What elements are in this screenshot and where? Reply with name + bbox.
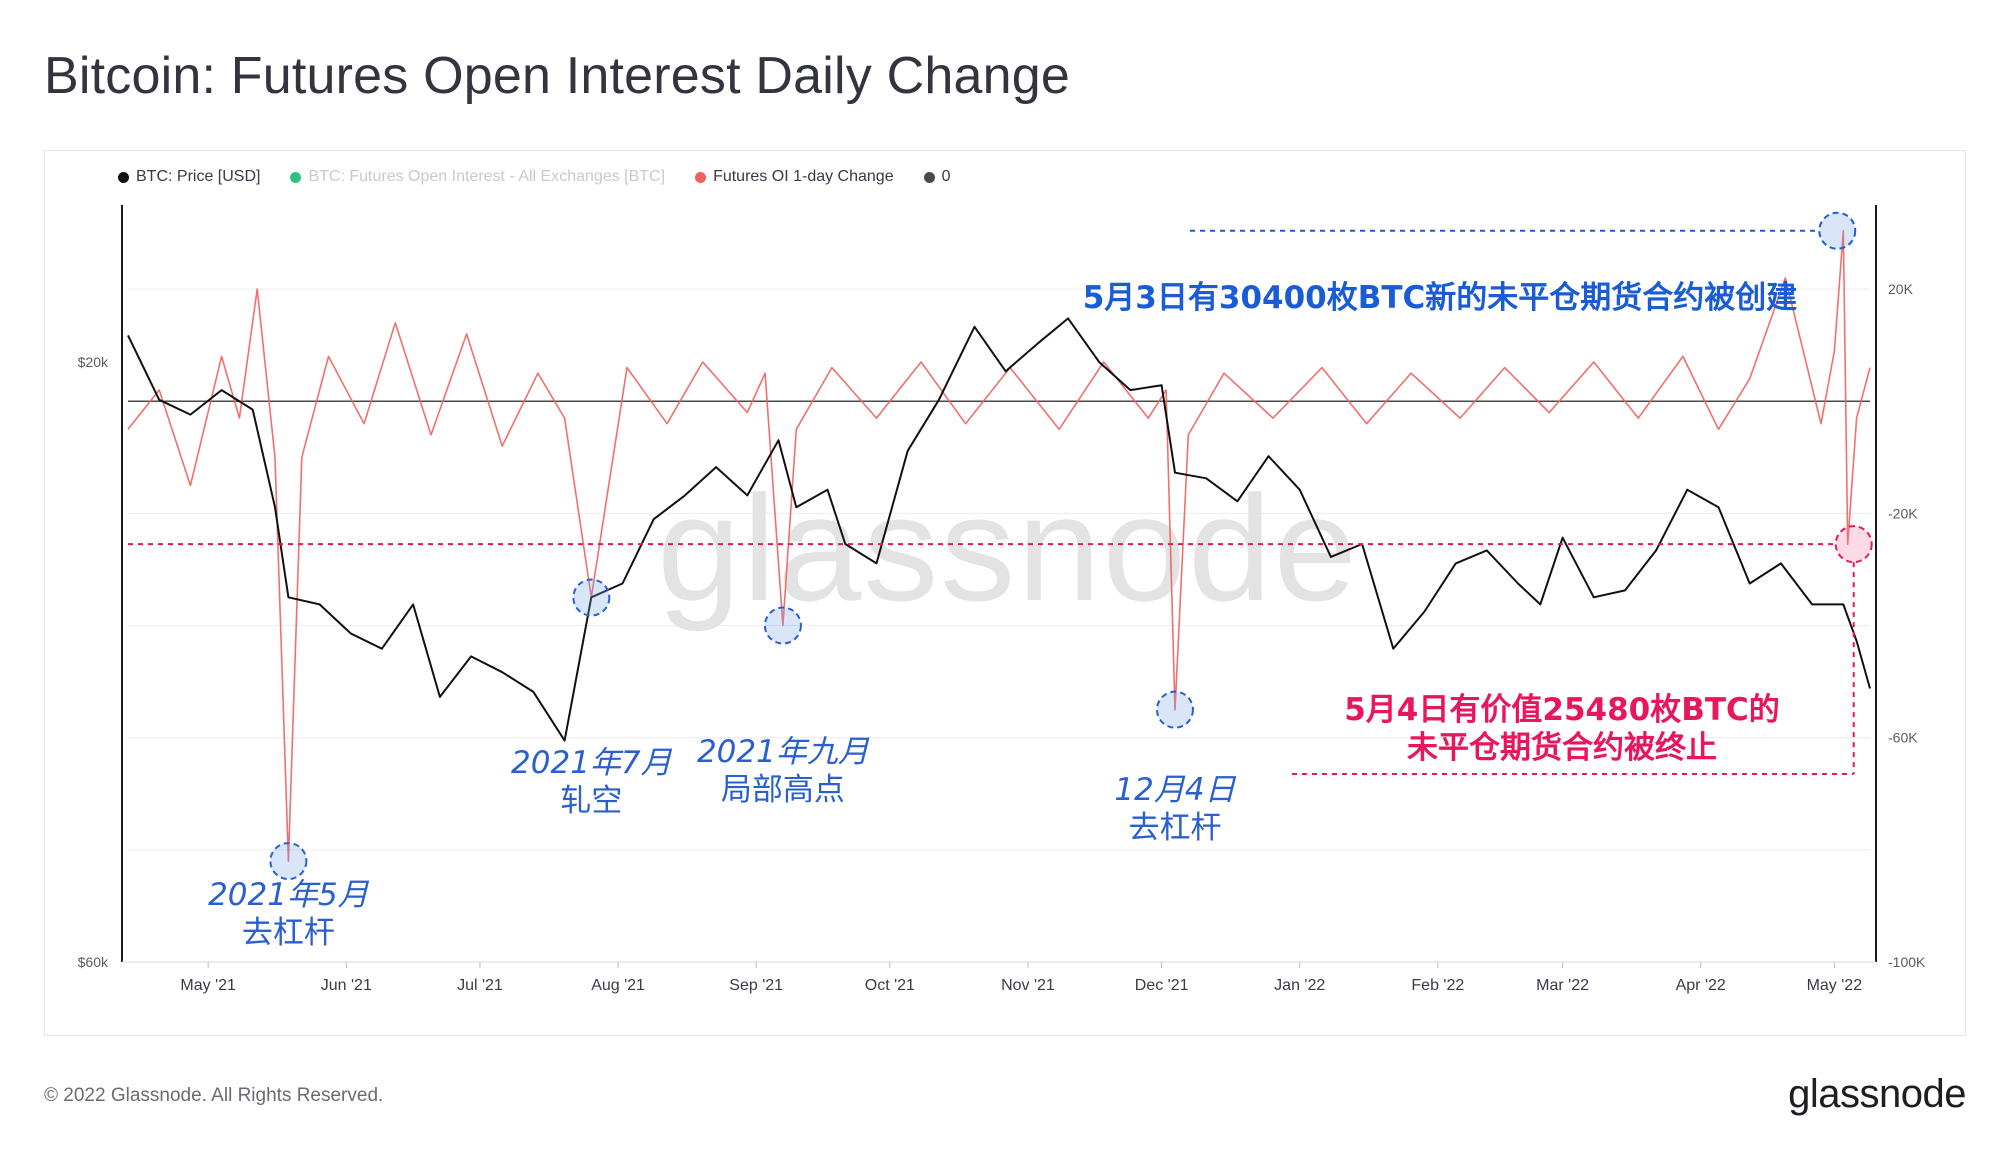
legend-dot-zero — [923, 171, 935, 183]
page-title: Bitcoin: Futures Open Interest Daily Cha… — [44, 47, 1071, 105]
annotation-text-termination: 5月4日有价值25480枚BTC的 — [1344, 692, 1780, 728]
legend-item-open-interest[interactable]: BTC: Futures Open Interest - All Exchang… — [290, 168, 665, 186]
annotation-text-2: 局部高点 — [721, 772, 845, 808]
x-tick-label: Apr '22 — [1676, 977, 1726, 994]
x-tick-label: Mar '22 — [1536, 977, 1589, 994]
series-line-price — [127, 317, 1871, 742]
x-tick-label: Jan '22 — [1274, 977, 1325, 994]
x-tick-label: Sep '21 — [729, 977, 783, 994]
x-tick-label: Oct '21 — [865, 977, 915, 994]
watermark-text: glassnode — [657, 464, 1359, 632]
annotation-text-1: 2021年7月 — [511, 745, 673, 781]
legend-label-zero: 0 — [941, 168, 951, 185]
annotation-circle-0 — [269, 842, 308, 881]
legend-dot-oi-change — [695, 171, 707, 183]
x-tick-label: May '22 — [1807, 977, 1863, 994]
legend-label-open-interest: BTC: Futures Open Interest - All Exchang… — [308, 168, 666, 185]
annotation-text-termination: 未平仓期货合约被终止 — [1407, 730, 1717, 766]
x-tick-label: Dec '21 — [1135, 977, 1189, 994]
legend-dot-price — [118, 171, 129, 183]
annotation-text-creation: 5月3日有30400枚BTC新的未平仓期货合约被创建 — [1083, 280, 1798, 316]
annotation-text-2: 2021年九月 — [697, 734, 870, 770]
annotation-text-3: 12月4日 — [1114, 772, 1236, 808]
x-tick-label: Feb '22 — [1411, 977, 1464, 994]
copyright-text: © 2022 Glassnode. All Rights Reserved. — [44, 1085, 384, 1106]
annotation-text-1: 轧空 — [560, 783, 622, 819]
legend-dot-open-interest — [290, 171, 302, 183]
annotation-circle-1 — [572, 578, 611, 617]
legend-item-oi-change[interactable]: Futures OI 1-day Change — [695, 168, 894, 186]
brand-logo: glassnode — [1788, 1072, 1966, 1116]
x-tick-label: Nov '21 — [1001, 977, 1055, 994]
annotation-circle-termination — [1834, 525, 1873, 564]
legend-item-price[interactable]: BTC: Price [USD] — [118, 168, 260, 186]
x-tick-label: Jul '21 — [457, 977, 503, 994]
annotation-text-0: 去杠杆 — [242, 915, 335, 951]
annotation-circle-creation — [1818, 211, 1857, 250]
chart-legend: BTC: Price [USD] BTC: Futures Open Inter… — [118, 168, 951, 186]
y-left-tick-label: $60k — [78, 954, 109, 970]
y-left-tick-label: $20k — [78, 354, 109, 370]
annotation-text-3: 去杠杆 — [1128, 810, 1221, 846]
legend-item-zero[interactable]: 0 — [923, 168, 951, 186]
x-tick-label: Aug '21 — [591, 977, 645, 994]
x-tick-label: May '21 — [180, 977, 236, 994]
y-right-tick-label: -20K — [1888, 505, 1918, 521]
legend-label-price: BTC: Price [USD] — [136, 168, 261, 185]
y-right-tick-label: 20K — [1888, 281, 1914, 297]
annotation-text-0: 2021年5月 — [208, 877, 370, 913]
legend-label-oi-change: Futures OI 1-day Change — [713, 168, 894, 185]
annotation-circle-2 — [763, 606, 802, 645]
y-right-tick-label: -100K — [1888, 954, 1926, 970]
annotation-circle-3 — [1155, 690, 1194, 729]
x-tick-label: Jun '21 — [321, 977, 372, 994]
y-right-tick-label: -60K — [1888, 730, 1918, 746]
chart-frame — [44, 150, 1966, 1036]
